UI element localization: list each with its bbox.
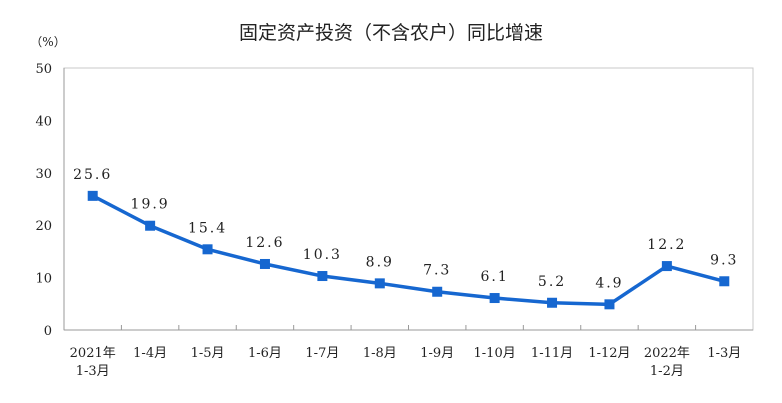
data-point-marker: [145, 220, 156, 231]
data-point-marker: [432, 286, 443, 297]
x-tick-label: 1-8月: [363, 346, 397, 361]
data-label: 15.4: [188, 220, 227, 236]
chart-title: 固定资产投资（不含农户）同比增速: [238, 22, 543, 44]
data-label: 19.9: [131, 197, 170, 213]
y-tick-label: 10: [35, 272, 52, 287]
data-point-marker: [661, 261, 672, 272]
x-tick-label: 1-4月: [133, 346, 167, 361]
x-tick-label: 1-10月: [474, 346, 516, 361]
x-tick-label: 1-9月: [420, 346, 454, 361]
data-label: 8.9: [366, 254, 394, 270]
y-tick-label: 20: [35, 219, 52, 234]
x-tick-label: 1-12月: [588, 346, 630, 361]
x-tick-label: 1-2月: [650, 364, 684, 379]
y-axis-label: （%）: [30, 35, 65, 49]
data-point-marker: [317, 271, 328, 282]
data-point-marker: [374, 278, 385, 289]
x-tick-label: 1-5月: [191, 346, 225, 361]
data-label: 12.2: [647, 237, 686, 253]
data-label: 10.3: [303, 247, 342, 263]
data-label: 5.2: [538, 274, 566, 290]
y-tick-label: 0: [44, 324, 52, 339]
x-tick-label: 2022年: [644, 346, 690, 361]
x-tick-label: 2021年: [70, 346, 116, 361]
data-label: 25.6: [73, 167, 112, 183]
x-tick-label: 1-6月: [248, 346, 282, 361]
data-point-marker: [604, 299, 615, 310]
data-label: 7.3: [423, 263, 451, 279]
data-point-marker: [489, 293, 500, 304]
x-tick-label: 1-7月: [305, 346, 339, 361]
y-tick-label: 50: [35, 62, 52, 77]
data-label: 9.3: [710, 252, 738, 268]
data-label: 4.9: [595, 275, 623, 291]
x-tick-label: 1-3月: [707, 346, 741, 361]
data-point-marker: [547, 297, 558, 308]
x-tick-label: 1-11月: [531, 346, 573, 361]
x-tick-label: 1-3月: [76, 364, 110, 379]
data-point-marker: [259, 258, 270, 269]
data-point-marker: [87, 190, 98, 201]
series-line: [91, 194, 725, 307]
data-point-marker: [202, 244, 213, 255]
data-label: 12.6: [245, 235, 284, 251]
data-label: 6.1: [480, 269, 508, 285]
y-tick-label: 40: [35, 114, 52, 129]
data-point-marker: [719, 276, 730, 287]
y-tick-label: 30: [35, 167, 52, 182]
